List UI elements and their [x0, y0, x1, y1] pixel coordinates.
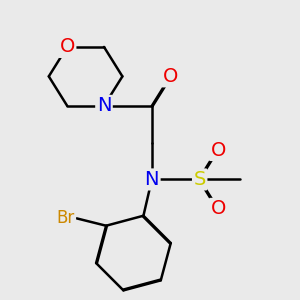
Text: S: S: [194, 170, 206, 189]
Text: O: O: [210, 200, 226, 218]
Text: O: O: [210, 140, 226, 160]
Text: O: O: [59, 38, 75, 56]
Text: O: O: [163, 67, 178, 86]
Text: Br: Br: [56, 209, 75, 227]
Text: N: N: [145, 170, 159, 189]
Text: N: N: [97, 96, 111, 115]
